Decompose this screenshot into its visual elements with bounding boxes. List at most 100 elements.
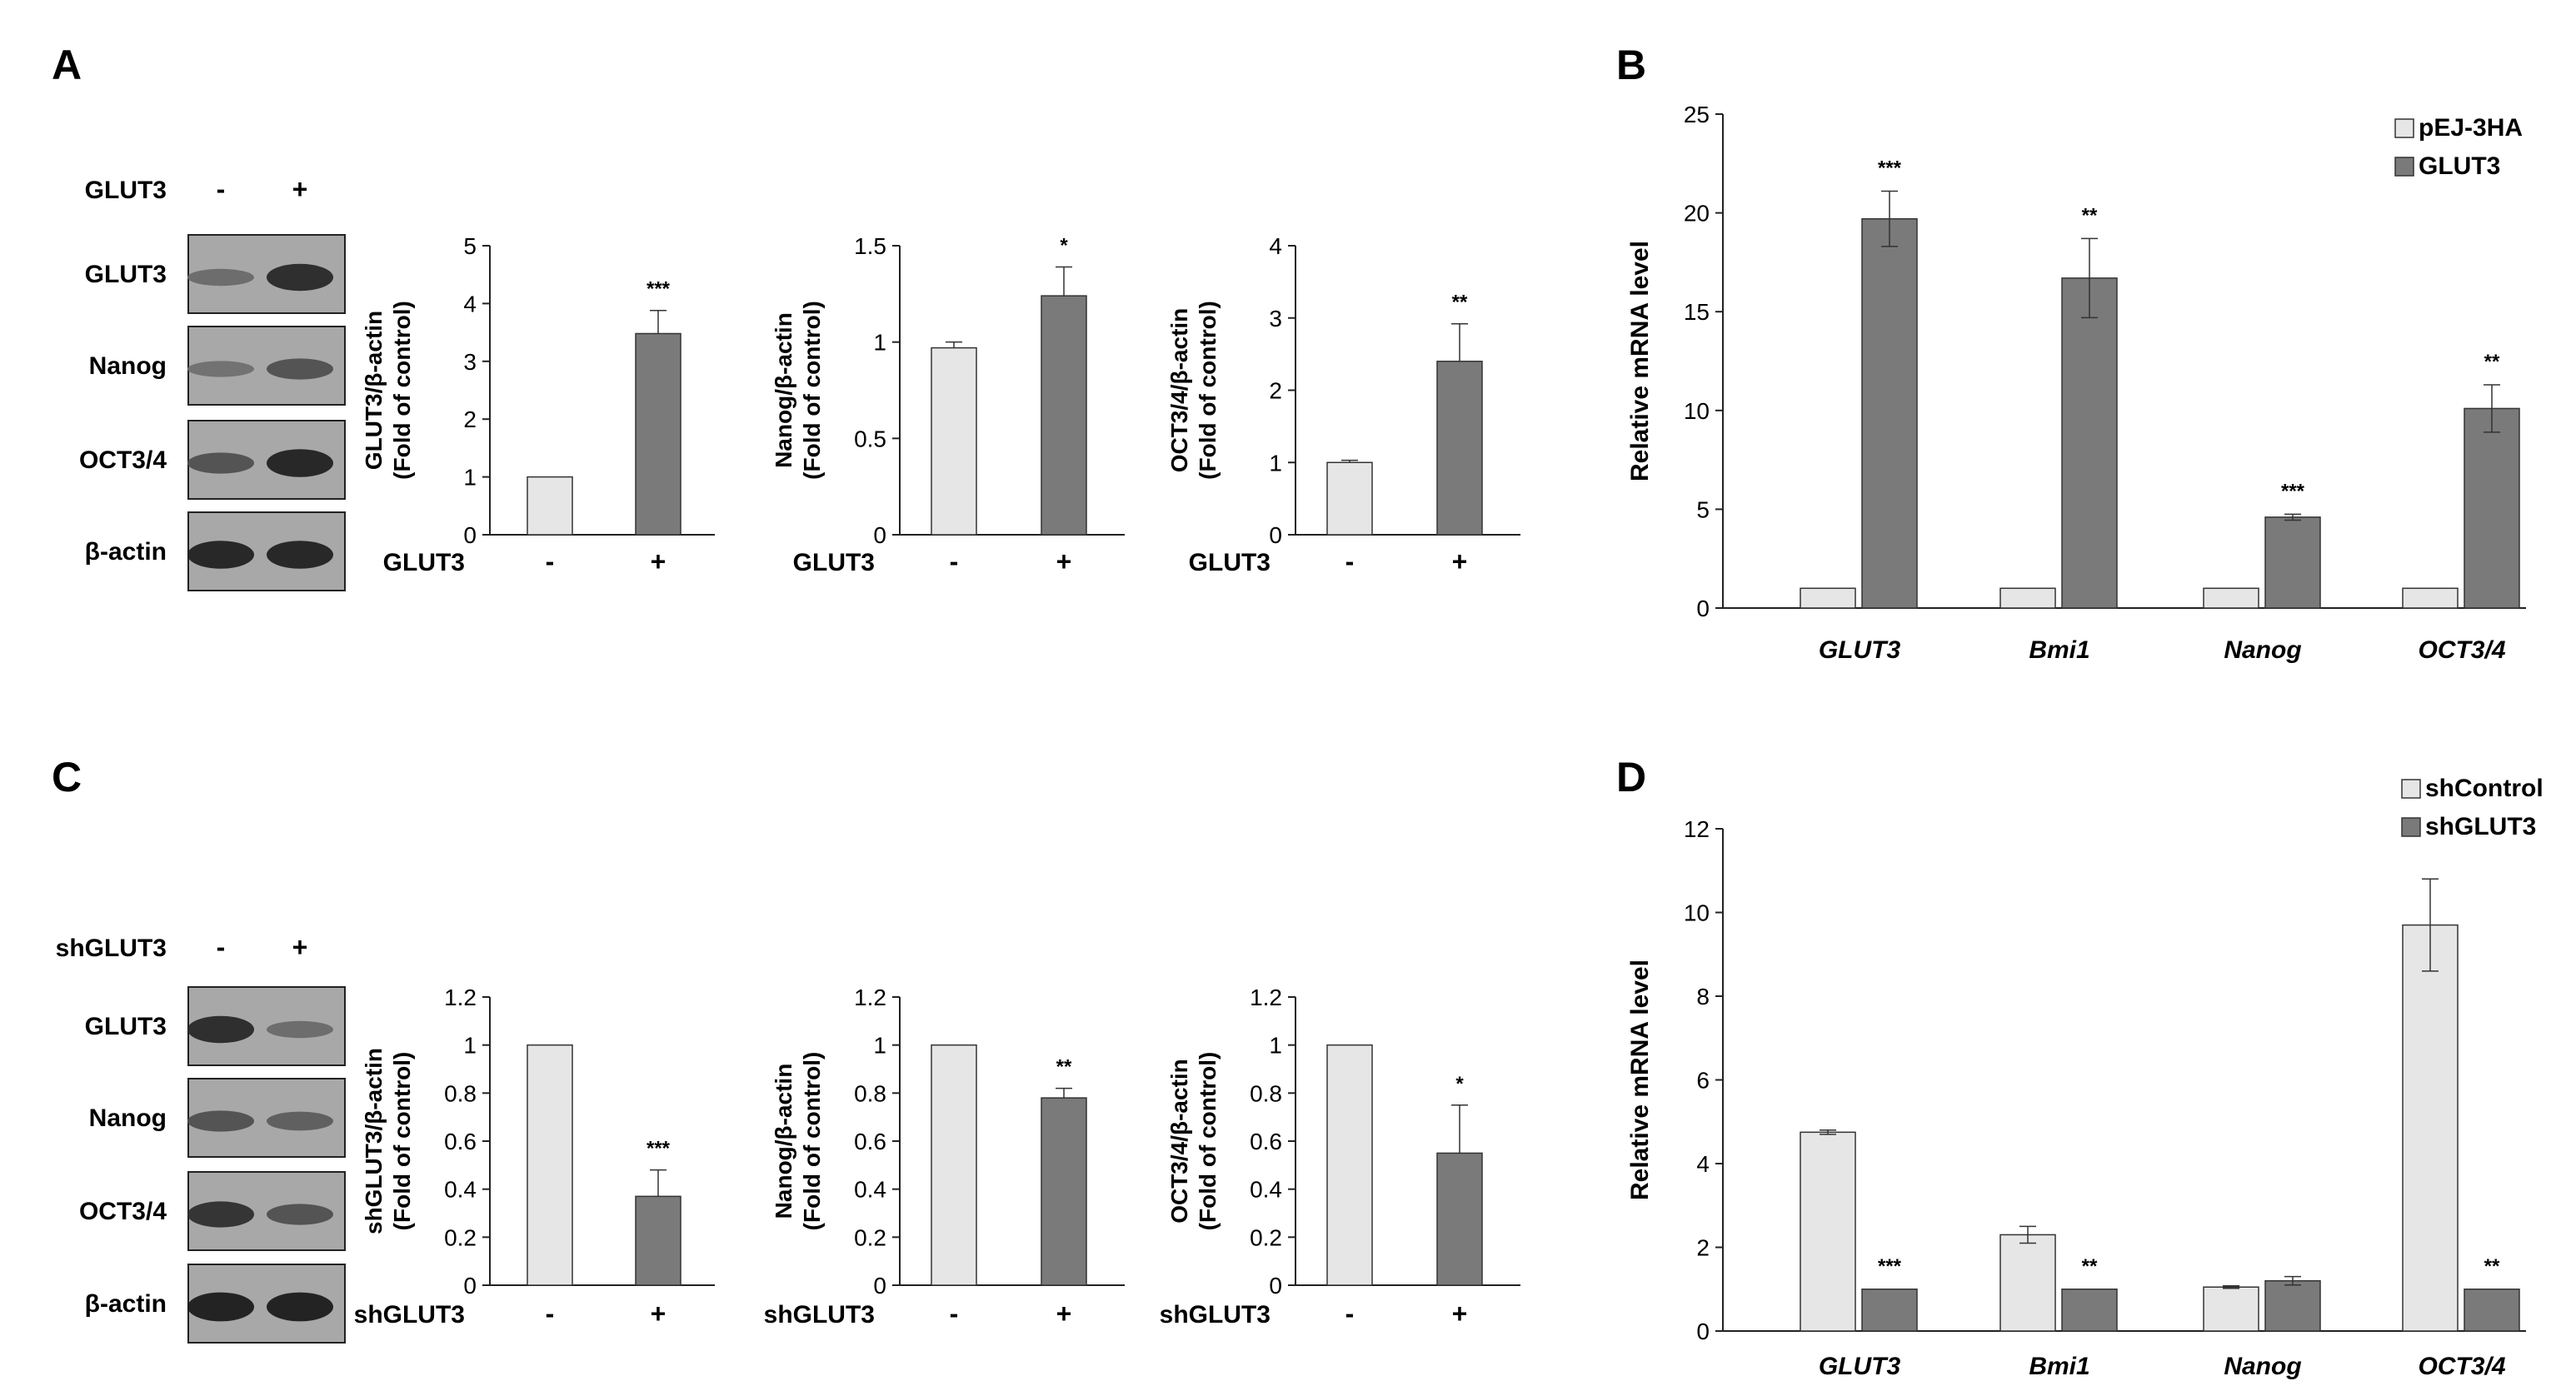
bar [2402,924,2459,1332]
y-tick-label: 0.2 [1250,1224,1282,1250]
y-tick-label: 0.8 [1250,1080,1282,1106]
x-group-label: shGLUT3 [764,1301,875,1329]
blot-band [187,268,254,287]
x-tick-label: Nanog [2224,636,2301,664]
panel-letter-b: B [1616,42,1646,88]
y-tick-label: 0.6 [444,1129,477,1154]
significance-label: *** [646,1138,671,1160]
bar [1999,1234,2056,1332]
bar [2464,407,2520,609]
x-tick-label: + [651,1299,666,1329]
chart-mrna-overexpression: 0 5 10 15 20 25 Relative mRNA level GLUT3 *** Bmi… [1626,102,2526,664]
legend-label: shControl [2425,775,2544,802]
y-tick-label: 0 [1696,1319,1710,1344]
x-group-label: GLUT3 [383,549,465,576]
blot-band [267,449,333,477]
blot-row-label: β-actin [85,1290,167,1318]
y-tick-label: 4 [1269,233,1282,259]
chart-nanog-quantification: 0 0.5 1 1.5 Nanog/β-actin (Fold of control) GL… [771,233,1125,576]
y-tick-label: 1 [1269,450,1282,476]
y-axis-title: OCT3/4/β-actin [1166,308,1192,473]
y-tick-label: 0 [1269,522,1282,548]
x-tick-label: Bmi1 [2029,636,2089,664]
bar [1436,1152,1483,1286]
legend-label: GLUT3 [2419,152,2500,180]
significance-label: *** [646,278,671,301]
legend-swatch [2401,779,2421,799]
x-tick-label: - [950,546,959,576]
bar [2061,1289,2118,1332]
y-tick-label: 10 [1684,398,1710,424]
y-tick-label: 1.2 [1250,985,1282,1010]
x-group-label: GLUT3 [1189,549,1271,576]
x-tick-label: + [1056,546,1072,576]
y-tick-label: 1.2 [444,985,477,1010]
x-tick-label: - [950,1299,959,1329]
x-group-label: shGLUT3 [354,1301,465,1329]
x-tick-label: Nanog [2224,1353,2301,1380]
legend-label: shGLUT3 [2425,813,2536,840]
y-tick-label: 5 [463,233,477,259]
y-tick-label: 1 [463,1033,477,1059]
chart-nanog-knockdown: 0 0.2 0.4 0.6 0.8 1 1.2 Nanog/β-actin (Fold of c… [764,985,1125,1329]
y-tick-label: 0.6 [1250,1129,1282,1154]
legend-label: pEJ-3HA [2419,114,2523,142]
y-axis-subtitle: (Fold of control) [1195,301,1221,480]
bar [635,1195,681,1286]
significance-label: ** [1452,292,1468,314]
blot-band [267,1292,333,1322]
bar [527,1044,573,1286]
bar [1326,1044,1373,1286]
y-axis-title: shGLUT3/β-actin [361,1048,387,1234]
significance-label: ** [1056,1056,1072,1079]
panel-letter-d: D [1616,754,1646,800]
x-tick-label: + [1452,546,1468,576]
legend-swatch [2401,817,2421,837]
western-blot-a: GLUT3 - + GLUT3 Nanog OCT3/4 β-actin [79,174,346,591]
significance-label: * [1455,1073,1464,1095]
blot-treatment-label: GLUT3 [85,177,167,204]
blot-band [187,541,254,569]
y-tick-label: 1 [873,330,886,356]
blot-band [187,1201,254,1228]
y-axis-title: Nanog/β-actin [771,312,796,468]
y-tick-label: 0.2 [854,1224,886,1250]
y-tick-label: 4 [463,291,477,317]
y-tick-label: 0.8 [854,1080,886,1106]
blot-band [267,1020,333,1039]
significance-label: *** [2281,480,2305,502]
y-tick-label: 0.8 [444,1080,477,1106]
bar [2264,1279,2321,1332]
chart-oct34-knockdown: 0 0.2 0.4 0.6 0.8 1 1.2 OCT3/4/β-actin (Fold of … [1160,985,1520,1329]
blot-band [187,1015,254,1044]
y-axis-title: OCT3/4/β-actin [1166,1059,1192,1224]
blot-band [187,1292,254,1322]
blot-row-label: Nanog [89,352,167,380]
significance-label: ** [2082,204,2098,227]
y-tick-label: 8 [1696,984,1710,1010]
blot-band [267,263,333,292]
y-tick-label: 2 [1696,1235,1710,1261]
bar [635,332,681,536]
y-tick-label: 10 [1684,900,1710,926]
blot-row-label: β-actin [85,538,167,566]
blot-lane-sign: + [292,174,308,204]
y-tick-label: 0.4 [854,1177,886,1203]
bar [1800,587,1856,609]
y-tick-label: 0 [873,1273,886,1299]
chart-glut3-quantification: 0 1 2 3 4 5 GLUT3/β-actin (Fold of control) GLUT… [361,233,715,576]
x-tick-label: Bmi1 [2029,1353,2089,1380]
y-tick-label: 0.5 [854,426,886,451]
bar [931,346,977,536]
blot-lane-sign: - [217,932,226,962]
blot-row-label: GLUT3 [85,261,167,288]
bar [2464,1289,2520,1332]
bar [2264,516,2321,609]
bar [1436,361,1483,536]
y-axis-title: GLUT3/β-actin [361,311,387,470]
y-tick-label: 5 [1696,496,1710,522]
y-axis-title: Nanog/β-actin [771,1064,796,1219]
x-tick-label: + [1452,1299,1468,1329]
bar [1861,217,1918,609]
y-tick-label: 3 [463,349,477,375]
